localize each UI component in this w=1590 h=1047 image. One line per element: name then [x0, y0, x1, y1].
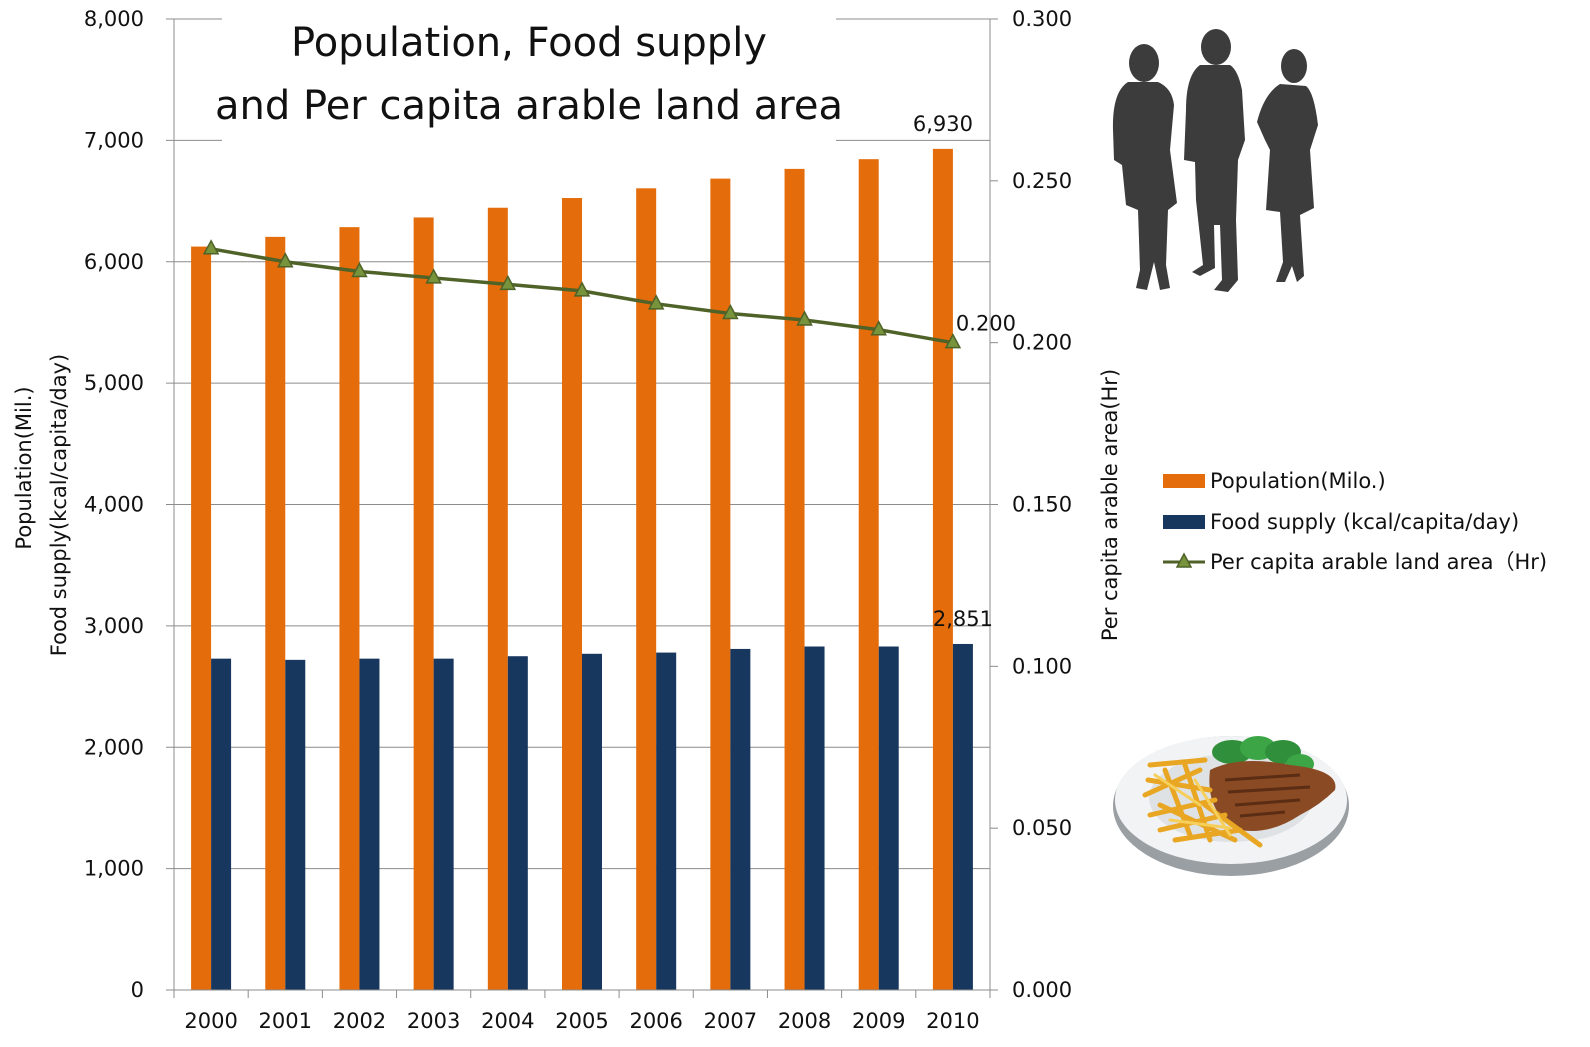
y-right-tick-label: 0.100: [1012, 654, 1072, 678]
food-supply-bar: [656, 652, 677, 990]
data-labels: 6,930 2,851 0.200: [913, 112, 1016, 631]
legend-swatch-population: [1163, 474, 1205, 488]
y-left-tick-label: 1,000: [84, 857, 144, 881]
x-tick-label: 2003: [407, 1009, 460, 1033]
x-tick-label: 2005: [555, 1009, 608, 1033]
y-right-tick-label: 0.200: [1012, 331, 1072, 355]
x-tick-label: 2002: [333, 1009, 386, 1033]
steak-plate-icon: [1113, 736, 1349, 876]
y-right-tick-label: 0.250: [1012, 169, 1072, 193]
food-supply-bar: [804, 646, 825, 990]
population-bar: [487, 207, 508, 990]
arable-land-marker: [573, 281, 591, 297]
y-right-tick-label: 0.300: [1012, 7, 1072, 31]
population-bar: [191, 246, 212, 990]
food-supply-bar: [878, 646, 899, 990]
x-tick-label: 2000: [184, 1009, 237, 1033]
y-right-label: Per capita arable area(Hr): [1098, 369, 1122, 641]
food-supply-bar: [433, 658, 454, 990]
arable-land-marker: [277, 252, 294, 268]
food-supply-bar: [582, 653, 602, 990]
population-bar: [710, 178, 731, 990]
arable-land-marker: [944, 333, 962, 349]
x-tick-label: 2007: [704, 1009, 757, 1033]
x-tick-label: 2008: [778, 1009, 831, 1033]
y-left-label-line1: Population(Mil.): [12, 386, 36, 549]
arable-land-marker: [796, 310, 813, 326]
arable-land-end-label: 0.200: [956, 312, 1016, 336]
y-left-tick-label: 2,000: [84, 735, 144, 759]
food-supply-bar: [730, 648, 751, 990]
legend-label-food: Food supply (kcal/capita/day): [1210, 510, 1519, 534]
people-silhouette-icon: [1112, 29, 1318, 292]
food-supply-bar: [359, 658, 380, 990]
y-right-tick-label: 0.000: [1012, 978, 1072, 1002]
y-right-tick-label: 0.150: [1012, 493, 1072, 517]
legend-swatch-food: [1163, 515, 1205, 529]
population-bar: [339, 227, 360, 990]
y-left-tick-label: 5,000: [84, 371, 144, 395]
population-bar: [413, 217, 434, 990]
arable-land-marker: [499, 274, 517, 291]
population-bar: [858, 159, 879, 991]
title-box: [222, 8, 836, 142]
x-tick-label: 2010: [926, 1009, 979, 1033]
food-supply-bar: [952, 643, 973, 990]
arable-land-marker: [870, 320, 887, 336]
legend-label-arable: Per capita arable land area（Hr): [1210, 550, 1547, 574]
y-left-tick-label: 8,000: [84, 7, 144, 31]
arable-land-marker: [351, 261, 368, 278]
x-tick-label: 2001: [259, 1009, 312, 1033]
population-end-label: 6,930: [913, 112, 973, 136]
y-left-tick-label: 3,000: [84, 614, 144, 638]
legend: Population(Milo.) Food supply (kcal/capi…: [1163, 469, 1547, 574]
x-tick-label: 2009: [852, 1009, 905, 1033]
y-right-tick-label: 0.050: [1012, 816, 1072, 840]
food-supply-bar: [285, 659, 306, 990]
y-left-label-line2: Food supply(kcal/capita/day): [47, 354, 71, 656]
arable-land-marker: [722, 303, 739, 320]
population-bar: [636, 188, 657, 991]
population-bar: [562, 198, 582, 990]
y-left-tick-label: 7,000: [84, 128, 144, 152]
x-tick-label: 2006: [629, 1009, 682, 1033]
arable-land-marker: [647, 294, 665, 310]
legend-label-population: Population(Milo.): [1210, 469, 1386, 493]
line-series: [202, 239, 962, 349]
chart-title-line1: Population, Food supply: [291, 20, 767, 66]
axes: 0 1,000 2,000 3,000 4,000 5,000 6,000 7,000 8,00…: [84, 7, 1072, 1033]
legend-swatch-arable-marker: [1175, 552, 1193, 568]
population-bar: [932, 148, 953, 991]
food-supply-end-label: 2,851: [933, 607, 993, 631]
population-bar: [784, 168, 805, 990]
food-supply-bar: [211, 658, 232, 990]
y-left-tick-label: 0: [131, 978, 144, 1002]
y-left-tick-label: 4,000: [84, 493, 144, 517]
x-tick-label: 2004: [481, 1009, 534, 1033]
y-left-tick-label: 6,000: [84, 250, 144, 274]
arable-land-marker: [425, 268, 442, 284]
bars: [191, 148, 973, 991]
population-bar: [265, 236, 286, 991]
chart-title-line2: and Per capita arable land area: [215, 83, 843, 129]
food-supply-bar: [507, 656, 528, 990]
arable-land-marker: [202, 239, 220, 255]
